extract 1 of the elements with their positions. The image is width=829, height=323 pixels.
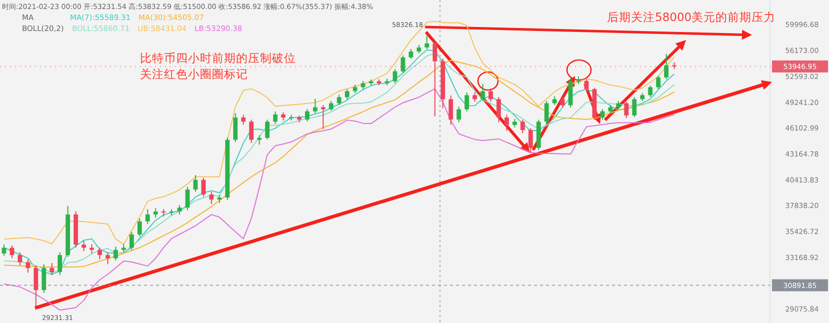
annotation: 后期关注58000美元的前期压力 [607, 10, 776, 24]
